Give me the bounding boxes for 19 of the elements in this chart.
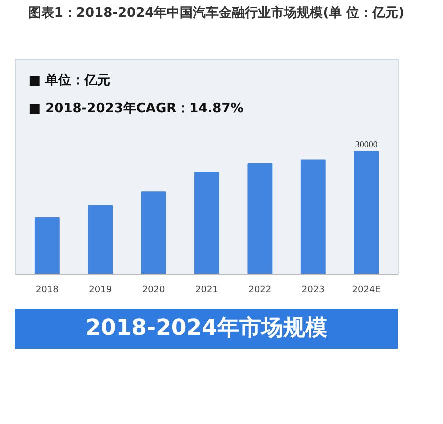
x-tick-label: 2020 bbox=[142, 286, 166, 296]
x-tick-label: 2022 bbox=[248, 286, 272, 296]
bar bbox=[194, 172, 220, 274]
bar bbox=[34, 217, 60, 274]
bar bbox=[141, 192, 166, 274]
x-tick-label: 2024E bbox=[352, 286, 382, 296]
text: ■ 2018-2023年CAGR：14.87% bbox=[28, 101, 244, 116]
x-tick-label: 2018 bbox=[36, 286, 60, 296]
x-tick-label: 2021 bbox=[196, 286, 218, 296]
data-label: 30000 bbox=[355, 140, 378, 150]
text: 2018-2024年市场规模 bbox=[86, 314, 328, 343]
text: ■ 单位：亿元 bbox=[28, 72, 111, 88]
x-tick-label: 2023 bbox=[302, 286, 325, 296]
bar bbox=[248, 163, 273, 274]
bar bbox=[354, 151, 380, 274]
chart-title: 图表1：2018-2024年中国汽车金融行业市场规模(单 位：亿元) bbox=[28, 5, 405, 23]
x-tick-label: 2019 bbox=[89, 286, 112, 296]
bar bbox=[88, 205, 114, 274]
bar bbox=[300, 160, 326, 274]
